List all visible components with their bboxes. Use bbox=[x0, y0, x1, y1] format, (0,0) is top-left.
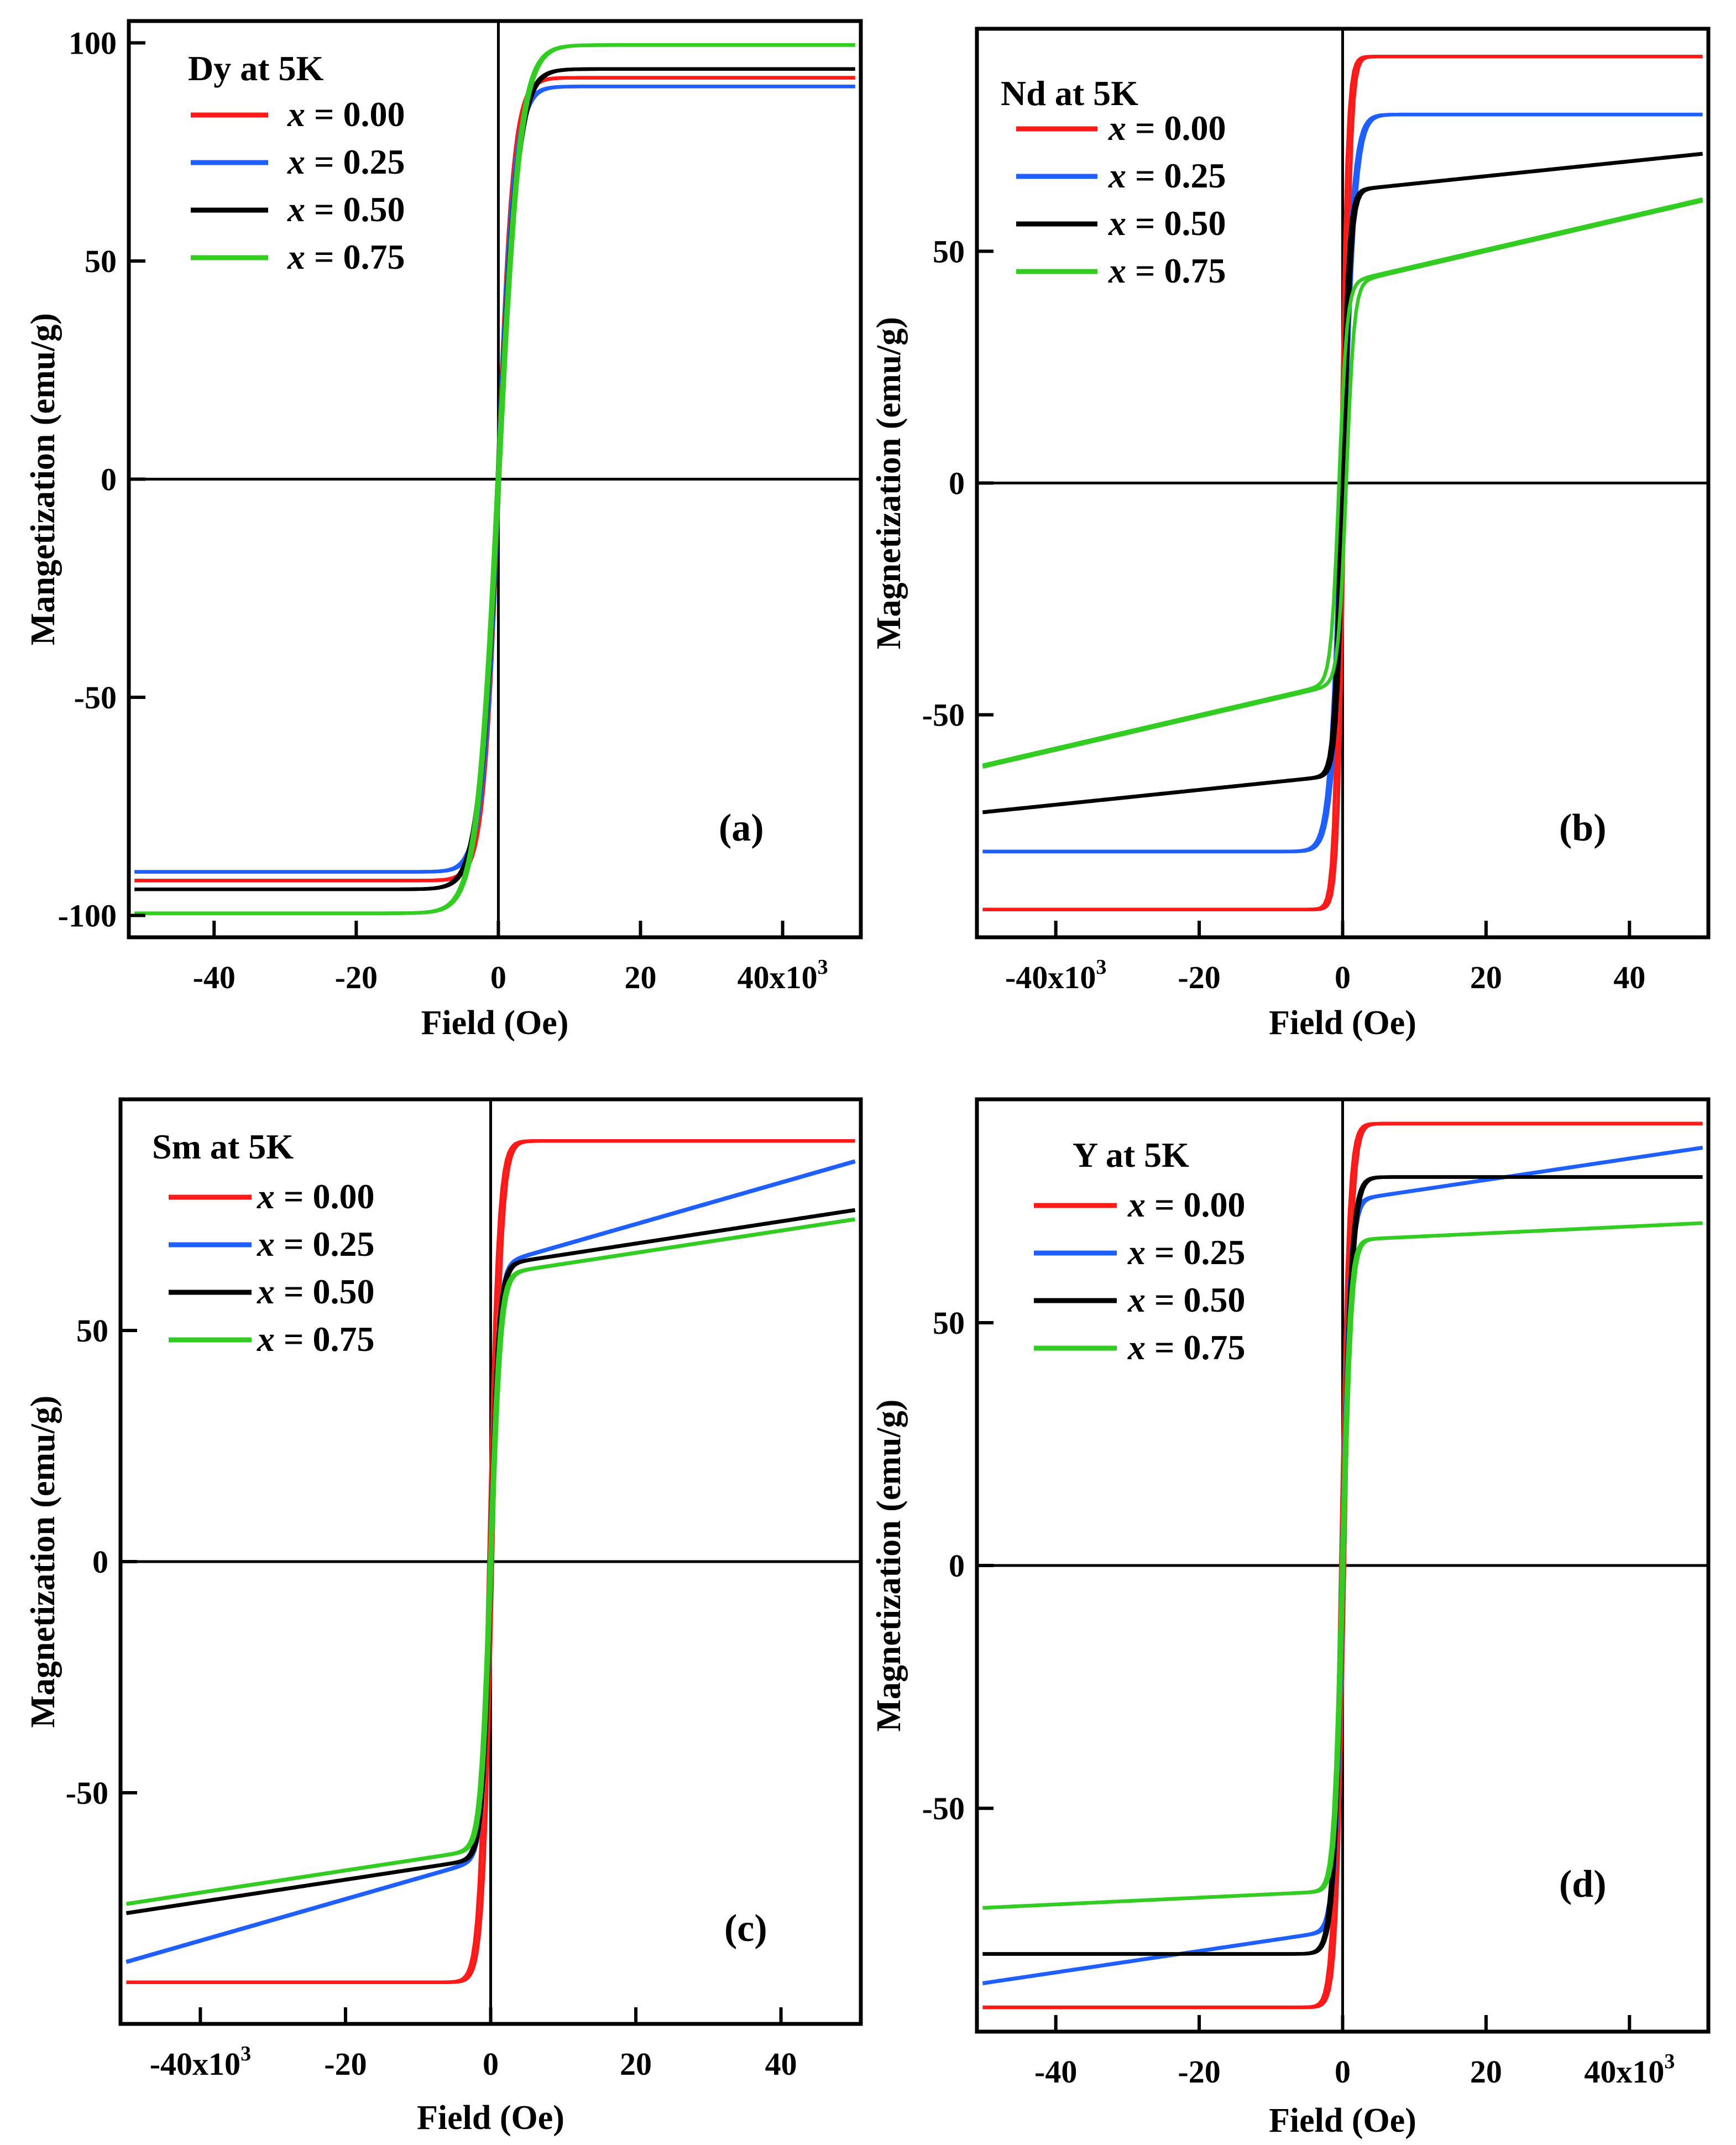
y-tick-label: 50 bbox=[933, 233, 965, 269]
legend-label: x = 0.00 bbox=[257, 1177, 374, 1216]
x-axis-title: Field (Oe) bbox=[417, 2099, 564, 2137]
series-line-075-down bbox=[982, 1221, 1703, 1910]
x-axis-title: Field (Oe) bbox=[1269, 1004, 1416, 1042]
y-tick-label: -50 bbox=[66, 1775, 108, 1811]
x-tick-label: 40x103 bbox=[1584, 2050, 1675, 2090]
y-tick-label: -50 bbox=[922, 1791, 965, 1826]
chart-panel-1: -40x103 -20 0 20 40 -50 0 50 Field (Oe) Magnetiza… bbox=[870, 27, 1711, 1042]
series-line-075-down bbox=[134, 43, 855, 915]
legend-label: x = 0.00 bbox=[1127, 1185, 1245, 1224]
y-tick-label: 50 bbox=[85, 243, 117, 279]
x-tick-label: -40 bbox=[193, 959, 236, 995]
legend-title: Y at 5K bbox=[1073, 1135, 1189, 1175]
x-tick-label: -40x103 bbox=[150, 2042, 251, 2082]
y-axis-title: Magnetization (emu/g) bbox=[870, 1400, 908, 1732]
legend-label: x = 0.25 bbox=[1127, 1233, 1245, 1272]
y-tick-label: -100 bbox=[58, 898, 117, 934]
legend-label: x = 0.25 bbox=[257, 1224, 374, 1264]
x-tick-label: 0 bbox=[1335, 2054, 1351, 2090]
y-axis-title: Mangetization (emu/g) bbox=[24, 313, 62, 645]
x-tick-label: 20 bbox=[625, 959, 657, 995]
x-tick-label: 0 bbox=[490, 959, 506, 995]
y-tick-label: -50 bbox=[74, 680, 117, 716]
y-tick-label: 50 bbox=[76, 1313, 108, 1349]
x-tick-label: 0 bbox=[1335, 959, 1351, 995]
panel-label: (a) bbox=[719, 807, 764, 849]
y-axis-title: Magnetization (emu/g) bbox=[24, 1396, 62, 1728]
x-axis-title: Field (Oe) bbox=[421, 1004, 569, 1042]
y-tick-label: 50 bbox=[933, 1305, 965, 1341]
legend-label: x = 0.50 bbox=[257, 1272, 374, 1311]
x-tick-label: 0 bbox=[483, 2046, 499, 2082]
y-tick-label: 0 bbox=[949, 1548, 965, 1584]
x-tick-label: -20 bbox=[1178, 2054, 1220, 2090]
panel-label: (c) bbox=[724, 1907, 767, 1950]
legend-label: x = 0.75 bbox=[1108, 251, 1226, 290]
legend-label: x = 0.00 bbox=[1108, 108, 1226, 148]
panel-label: (d) bbox=[1559, 1863, 1607, 1906]
x-tick-label: 40x103 bbox=[738, 956, 828, 995]
legend-label: x = 0.50 bbox=[1127, 1280, 1245, 1319]
legend-label: x = 0.75 bbox=[1127, 1328, 1245, 1367]
legend-label: x = 0.75 bbox=[287, 237, 405, 276]
legend-title: Sm at 5K bbox=[152, 1127, 294, 1166]
legend-label: x = 0.25 bbox=[1108, 156, 1226, 195]
x-tick-label: 40 bbox=[1613, 959, 1645, 995]
x-tick-label: 20 bbox=[620, 2046, 652, 2082]
series-line-075-down bbox=[982, 199, 1703, 769]
legend-label: x = 0.50 bbox=[287, 190, 405, 229]
y-tick-label: -50 bbox=[922, 697, 965, 733]
legend-label: x = 0.00 bbox=[287, 95, 405, 134]
chart-panel-3: -40 -20 0 20 40x103 -50 0 50 Field (Oe) Magnetiza… bbox=[870, 1097, 1711, 2139]
x-tick-label: -20 bbox=[335, 959, 378, 995]
y-tick-label: 100 bbox=[69, 25, 117, 61]
x-tick-label: -20 bbox=[1178, 959, 1220, 995]
series-line-075-down bbox=[126, 1218, 855, 1906]
y-axis-title: Magnetization (emu/g) bbox=[870, 317, 908, 649]
x-tick-label: -20 bbox=[324, 2046, 367, 2082]
legend-title: Dy at 5K bbox=[188, 49, 324, 88]
y-tick-label: 0 bbox=[949, 466, 965, 502]
x-tick-label: -40 bbox=[1034, 2054, 1077, 2090]
legend-title: Nd at 5K bbox=[1001, 74, 1138, 113]
x-tick-label: 40 bbox=[765, 2046, 797, 2082]
panel-label: (b) bbox=[1559, 807, 1607, 849]
y-tick-label: 0 bbox=[92, 1544, 108, 1580]
y-tick-label: 0 bbox=[101, 462, 117, 498]
chart-panel-0: -40 -20 0 20 40x103 -100 -50 0 50 100 Field (Oe) Ma… bbox=[24, 19, 863, 1042]
legend-label: x = 0.25 bbox=[287, 142, 405, 181]
x-tick-label: -40x103 bbox=[1005, 956, 1106, 995]
x-axis-title: Field (Oe) bbox=[1269, 2102, 1416, 2139]
x-tick-label: 20 bbox=[1470, 2054, 1502, 2090]
legend-label: x = 0.50 bbox=[1108, 203, 1226, 243]
chart-panel-2: -40x103 -20 0 20 40 -50 0 50 Field (Oe) Magnetiza… bbox=[24, 1097, 863, 2137]
x-tick-label: 20 bbox=[1470, 959, 1502, 995]
legend-label: x = 0.75 bbox=[257, 1319, 374, 1359]
